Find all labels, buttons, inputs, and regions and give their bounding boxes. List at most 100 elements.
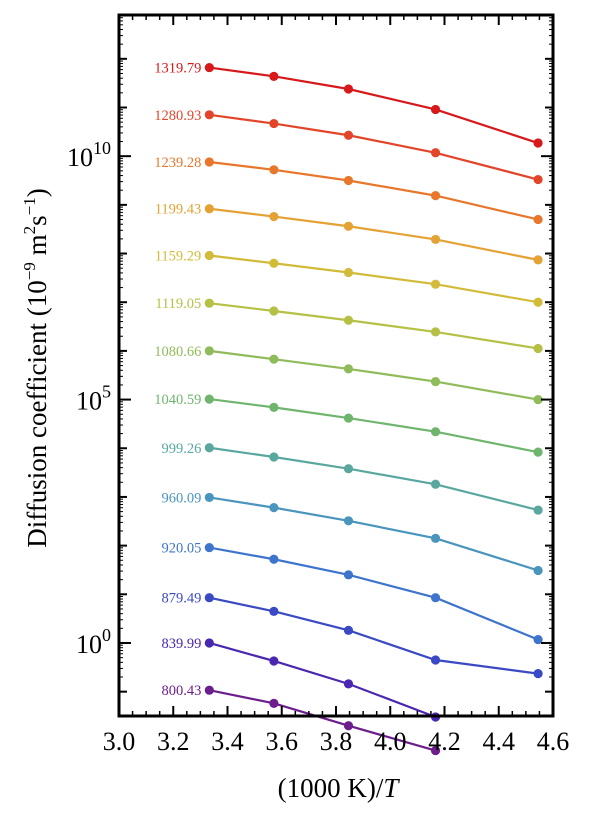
data-point bbox=[343, 413, 354, 423]
data-point bbox=[269, 503, 279, 513]
x-tick-label: 4.2 bbox=[428, 727, 461, 756]
data-point bbox=[343, 516, 354, 526]
x-tick-label: 4.0 bbox=[374, 727, 407, 756]
data-point bbox=[204, 204, 214, 214]
series-line bbox=[209, 160, 539, 221]
data-point bbox=[343, 364, 354, 374]
series-label: 1280.93 bbox=[154, 108, 201, 124]
data-point bbox=[269, 656, 279, 666]
plot-frame bbox=[117, 13, 555, 718]
data-point bbox=[430, 234, 441, 245]
data-point bbox=[430, 427, 441, 437]
data-point bbox=[343, 464, 354, 474]
series-line bbox=[209, 302, 539, 350]
series-1119.05 bbox=[204, 298, 543, 354]
data-point bbox=[204, 593, 214, 603]
data-point bbox=[533, 447, 543, 457]
data-point bbox=[430, 327, 441, 337]
series-839.99 bbox=[204, 638, 441, 722]
data-point bbox=[204, 394, 214, 404]
x-tick-label: 3.6 bbox=[266, 727, 299, 756]
data-point bbox=[430, 655, 441, 665]
series-line bbox=[209, 496, 539, 572]
data-point bbox=[533, 138, 543, 148]
data-point bbox=[269, 211, 279, 222]
series-1199.43 bbox=[204, 204, 543, 265]
series-label: 1319.79 bbox=[154, 61, 201, 77]
data-point bbox=[533, 255, 543, 265]
series-label: 999.26 bbox=[161, 441, 201, 457]
data-point bbox=[343, 175, 354, 186]
series-label: 839.99 bbox=[161, 636, 201, 652]
x-tick-label: 4.4 bbox=[483, 727, 516, 756]
data-point bbox=[204, 157, 214, 167]
data-point bbox=[204, 685, 214, 695]
series-1159.29 bbox=[204, 250, 543, 307]
data-point bbox=[269, 306, 279, 316]
data-point bbox=[269, 118, 279, 129]
data-point bbox=[204, 492, 214, 503]
data-point bbox=[430, 148, 441, 158]
series-label: 879.49 bbox=[161, 591, 201, 607]
y-tick-labels: 100 105 1010 bbox=[67, 138, 111, 659]
data-point bbox=[430, 279, 441, 289]
data-point bbox=[343, 267, 354, 278]
series-label: 960.09 bbox=[161, 490, 201, 506]
series-line bbox=[209, 66, 539, 145]
data-point bbox=[269, 698, 279, 708]
data-point bbox=[343, 679, 354, 689]
data-point bbox=[533, 343, 543, 354]
x-tick-label: 4.6 bbox=[537, 727, 570, 756]
data-point bbox=[204, 110, 214, 120]
data-point bbox=[430, 191, 441, 201]
series-label: 1199.43 bbox=[155, 202, 202, 218]
series-line bbox=[209, 349, 539, 401]
series-999.26 bbox=[204, 443, 543, 515]
data-point bbox=[343, 221, 354, 231]
data-point bbox=[269, 554, 279, 564]
data-point bbox=[269, 402, 279, 412]
data-point bbox=[343, 130, 354, 140]
data-point bbox=[533, 669, 543, 679]
data-point bbox=[204, 542, 214, 553]
series-960.09 bbox=[204, 492, 543, 576]
data-point bbox=[430, 593, 441, 603]
series-label: 1119.05 bbox=[155, 296, 201, 312]
data-point bbox=[430, 479, 441, 489]
y-tick-label: 105 bbox=[76, 382, 111, 416]
data-point bbox=[533, 394, 543, 405]
y-tick-label: 100 bbox=[76, 625, 111, 659]
x-tick-label: 3.0 bbox=[103, 727, 136, 756]
data-point bbox=[343, 84, 354, 94]
series-line bbox=[209, 641, 436, 719]
data-point bbox=[269, 258, 279, 268]
data-point bbox=[430, 745, 441, 756]
data-point bbox=[204, 62, 214, 73]
data-point bbox=[204, 250, 214, 261]
series-line bbox=[209, 397, 539, 454]
data-point bbox=[269, 165, 279, 175]
data-point bbox=[343, 570, 354, 580]
data-point bbox=[533, 174, 543, 185]
data-point bbox=[533, 505, 543, 515]
data-point bbox=[269, 606, 279, 616]
series-line bbox=[209, 254, 539, 304]
data-point bbox=[269, 71, 279, 81]
x-tick-label: 3.4 bbox=[211, 727, 244, 756]
series-1319.79 bbox=[204, 62, 543, 148]
series-1040.59 bbox=[204, 394, 543, 457]
data-point bbox=[533, 214, 543, 225]
series-line bbox=[209, 207, 539, 261]
data-point bbox=[533, 297, 543, 307]
x-tick-labels: 3.0 3.2 3.4 3.6 3.8 4.0 4.2 4.4 4.6 bbox=[103, 727, 570, 756]
series-879.49 bbox=[204, 593, 543, 679]
series-line bbox=[209, 113, 539, 181]
data-point bbox=[533, 634, 543, 645]
series-1280.93 bbox=[204, 110, 543, 185]
series-layer bbox=[204, 62, 543, 756]
series-line bbox=[209, 596, 539, 675]
x-tick-label: 3.8 bbox=[320, 727, 353, 756]
series-1239.28 bbox=[204, 157, 543, 225]
data-point bbox=[430, 533, 441, 543]
